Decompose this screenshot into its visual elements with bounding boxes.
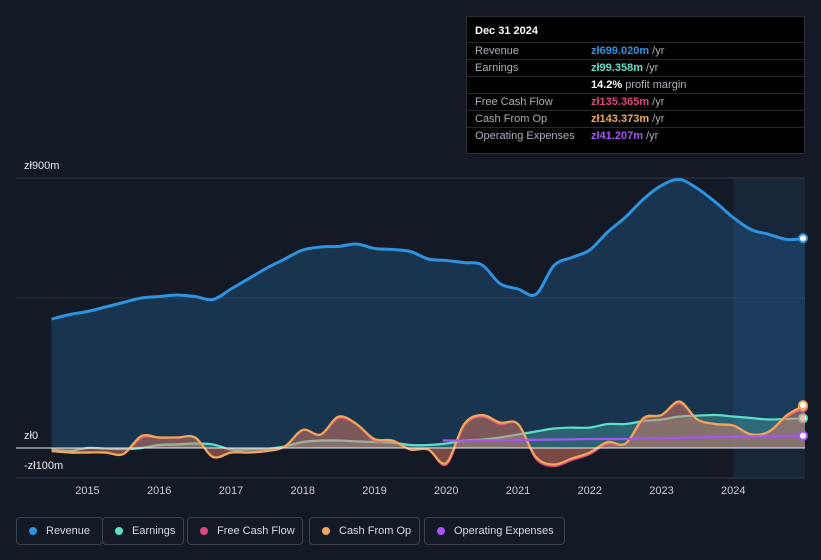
revenue-area [51, 179, 806, 448]
x-tick-2017: 2017 [218, 485, 244, 497]
earnings-line [51, 413, 806, 453]
free-cash-flow-area [51, 402, 806, 467]
tooltip-row-unit: /yr [649, 96, 665, 108]
tooltip-row-value: zł699.020m /yr [591, 45, 665, 57]
tooltip-row: 14.2% profit margin [467, 76, 804, 94]
cash-from-op-end-point [798, 400, 808, 411]
cash-from-op-area [51, 401, 806, 465]
tooltip-row-unit: /yr [649, 45, 665, 57]
x-tick-2021: 2021 [505, 485, 531, 497]
tooltip-row-label: Free Cash Flow [475, 96, 553, 108]
y-label-bottom: -zł100m [24, 460, 64, 472]
cash-from-op-line [51, 400, 806, 466]
series-layer [51, 177, 808, 468]
y-label-zero: zł0 [24, 430, 39, 442]
tooltip-row: Cash From Op zł143.373m /yr [467, 110, 804, 128]
data-tooltip: Dec 31 2024 Revenue zł699.020m /yr Earning… [466, 16, 805, 154]
legend-label: Earnings [132, 525, 176, 537]
revenue-end-point [798, 233, 808, 244]
tooltip-row-label: Operating Expenses [475, 130, 575, 142]
legend-dot-icon [322, 527, 330, 535]
y-label-top: zł900m [24, 160, 60, 172]
tooltip-row-unit: /yr [642, 130, 659, 142]
x-tick-2023: 2023 [649, 485, 674, 497]
legend-dot-icon [200, 527, 208, 535]
tooltip-row-value: zł99.358m /yr [591, 62, 659, 74]
x-tick-2022: 2022 [577, 485, 602, 497]
x-tick-2020: 2020 [433, 485, 459, 497]
tooltip-row: Revenue zł699.020m /yr [467, 42, 804, 60]
legend-label: Operating Expenses [454, 525, 554, 537]
x-tick-2024: 2024 [720, 485, 746, 497]
legend-label: Revenue [46, 525, 91, 537]
tooltip-row-value: 14.2% profit margin [591, 79, 687, 91]
legend-dot-icon [29, 527, 37, 535]
tooltip-row-label: Revenue [475, 45, 520, 57]
legend-dot-icon [115, 527, 123, 535]
x-tick-2018: 2018 [290, 485, 315, 497]
legend-label: Cash From Op [339, 525, 412, 537]
x-tick-2015: 2015 [75, 485, 100, 497]
forecast-region [733, 178, 805, 478]
tooltip-row-value: zł143.373m /yr [591, 113, 665, 125]
legend-label: Free Cash Flow [217, 525, 295, 537]
tooltip-date: Dec 31 2024 [475, 25, 538, 37]
tooltip-row-value: zł41.207m /yr [591, 130, 659, 142]
legend-item-operating-expenses[interactable]: Operating Expenses [424, 517, 565, 545]
x-tick-2019: 2019 [362, 485, 387, 497]
tooltip-row-value: zł135.365m /yr [591, 96, 665, 108]
tooltip-row-unit: /yr [642, 62, 659, 74]
legend-item-earnings[interactable]: Earnings [102, 517, 184, 545]
tooltip-row: Free Cash Flow zł135.365m /yr [467, 93, 804, 111]
tooltip-row: Earnings zł99.358m /yr [467, 59, 804, 77]
tooltip-row-label: Cash From Op [475, 113, 548, 125]
operating-expenses-line [442, 434, 806, 442]
tooltip-row-label: Earnings [475, 62, 519, 74]
legend-item-revenue[interactable]: Revenue [16, 517, 103, 545]
x-tick-2016: 2016 [146, 485, 172, 497]
tooltip-row-unit: /yr [649, 113, 665, 125]
earnings-end-point [798, 413, 808, 424]
revenue-line [51, 177, 806, 321]
tooltip-row-unit: profit margin [622, 79, 687, 91]
legend-dot-icon [437, 527, 445, 535]
operating-expenses-end-point [798, 430, 808, 441]
legend-item-free-cash-flow[interactable]: Free Cash Flow [187, 517, 303, 545]
tooltip-row: Operating Expenses zł41.207m /yr [467, 127, 804, 145]
legend-item-cash-from-op[interactable]: Cash From Op [309, 517, 420, 545]
